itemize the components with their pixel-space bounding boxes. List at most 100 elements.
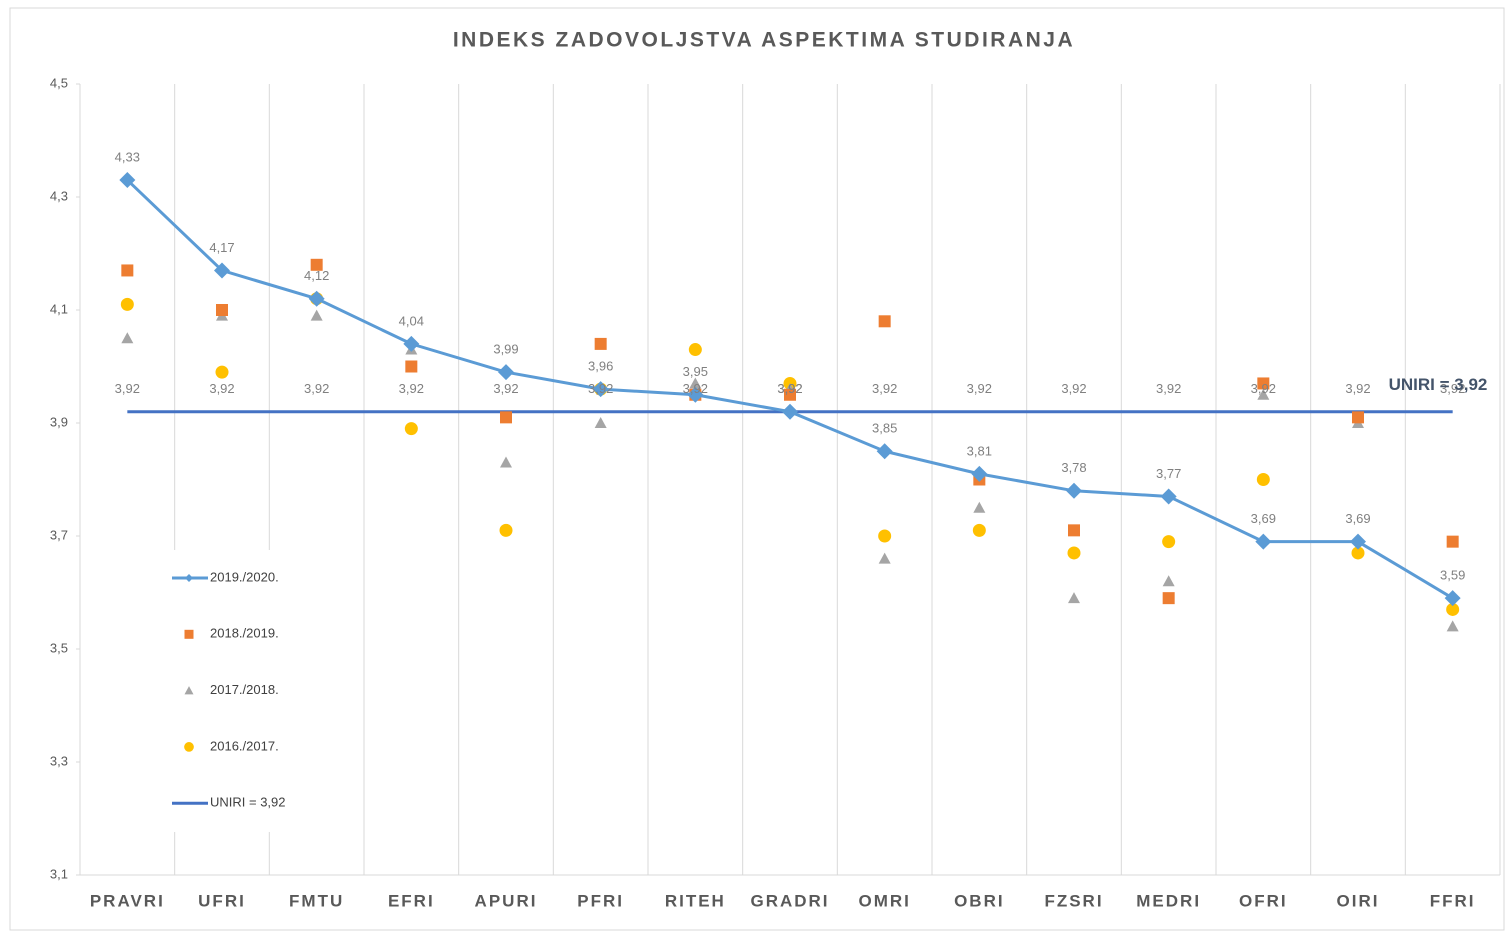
point bbox=[592, 381, 609, 398]
data-label: 3,92 bbox=[1061, 381, 1086, 396]
point bbox=[973, 501, 986, 513]
point bbox=[1350, 533, 1366, 550]
point bbox=[1352, 411, 1364, 424]
x-tick-label: UFRI bbox=[198, 891, 246, 910]
point bbox=[499, 523, 513, 537]
y-tick-label: 3,9 bbox=[50, 414, 68, 429]
point bbox=[500, 411, 512, 424]
x-tick-label: MEDRI bbox=[1136, 891, 1201, 910]
y-tick-label: 3,3 bbox=[50, 753, 68, 768]
point bbox=[784, 388, 796, 401]
y-tick-label: 4,5 bbox=[50, 75, 68, 90]
chart-border bbox=[9, 7, 1505, 931]
x-tick-label: RITEH bbox=[665, 891, 726, 910]
point bbox=[120, 297, 134, 311]
point bbox=[1257, 377, 1270, 390]
x-tick-label: PFRI bbox=[577, 891, 624, 910]
x-tick-label: FZSRI bbox=[1044, 891, 1103, 910]
point bbox=[1256, 473, 1270, 486]
point bbox=[310, 258, 323, 271]
data-label: 3,92 bbox=[872, 381, 897, 396]
x-tick-label: OIRI bbox=[1337, 891, 1380, 910]
point bbox=[121, 332, 134, 344]
data-label: 4,17 bbox=[209, 240, 234, 255]
point bbox=[1068, 524, 1080, 537]
point bbox=[500, 456, 512, 468]
data-label: 4,04 bbox=[399, 313, 424, 328]
point bbox=[878, 552, 891, 564]
point bbox=[308, 290, 325, 307]
point bbox=[1162, 575, 1175, 587]
point bbox=[689, 377, 702, 389]
point bbox=[1066, 482, 1082, 499]
data-label: 3,92 bbox=[683, 381, 708, 396]
x-tick-label: EFRI bbox=[388, 891, 435, 910]
data-label: 3,92 bbox=[588, 381, 613, 396]
legend-label: UNIRI = 3,92 bbox=[210, 795, 286, 810]
annotation: UNIRI = 3,92 bbox=[1389, 375, 1488, 394]
data-label: 3,92 bbox=[777, 381, 802, 396]
x-tick-label: OFRI bbox=[1239, 891, 1288, 910]
point bbox=[119, 172, 136, 189]
data-label: 3,92 bbox=[1345, 381, 1370, 396]
data-label: 3,81 bbox=[967, 443, 992, 458]
point bbox=[1068, 592, 1080, 604]
legend-marker bbox=[185, 574, 193, 582]
data-label: 4,33 bbox=[115, 149, 140, 164]
legend-label: 2019./2020. bbox=[210, 569, 279, 584]
x-tick-label: GRADRI bbox=[750, 891, 829, 910]
y-tick-label: 4,3 bbox=[50, 188, 68, 203]
point bbox=[972, 523, 986, 537]
legend-marker bbox=[184, 629, 194, 639]
point bbox=[1351, 546, 1365, 560]
point bbox=[878, 529, 892, 543]
y-tick-label: 3,5 bbox=[50, 640, 68, 655]
x-tick-label: APURI bbox=[475, 891, 538, 910]
point bbox=[405, 360, 418, 373]
point bbox=[1255, 533, 1272, 550]
x-tick-label: FMTU bbox=[289, 891, 344, 910]
point bbox=[216, 304, 228, 316]
point bbox=[1446, 602, 1460, 616]
point bbox=[1162, 535, 1176, 549]
point bbox=[876, 443, 893, 460]
point bbox=[971, 465, 988, 482]
data-label: 3,92 bbox=[967, 381, 992, 396]
data-label: 3,92 bbox=[115, 381, 140, 396]
data-label: 3,92 bbox=[399, 381, 424, 396]
data-label: 3,59 bbox=[1440, 568, 1465, 583]
point bbox=[1162, 592, 1175, 605]
point bbox=[594, 417, 607, 428]
legend-marker bbox=[184, 742, 194, 752]
point bbox=[310, 309, 323, 321]
point bbox=[594, 337, 607, 350]
legend-background bbox=[168, 550, 318, 832]
point bbox=[1067, 546, 1081, 560]
data-label: 3,69 bbox=[1251, 511, 1276, 526]
point bbox=[1446, 535, 1459, 548]
data-label: 3,92 bbox=[1440, 381, 1465, 396]
point bbox=[878, 315, 891, 328]
data-label: 3,96 bbox=[588, 359, 613, 374]
point bbox=[214, 262, 230, 279]
point bbox=[121, 264, 134, 277]
data-label: 3,95 bbox=[683, 364, 708, 379]
x-tick-label: FFRI bbox=[1430, 891, 1476, 910]
point bbox=[687, 386, 704, 403]
data-label: 3,92 bbox=[493, 381, 518, 396]
x-tick-label: OMRI bbox=[858, 891, 910, 910]
legend-marker bbox=[184, 686, 194, 695]
data-label: 3,92 bbox=[777, 381, 802, 396]
data-label: 3,99 bbox=[493, 342, 518, 357]
data-label: 3,77 bbox=[1156, 466, 1181, 481]
legend-label: 2018./2019. bbox=[210, 626, 279, 641]
point bbox=[1160, 488, 1177, 505]
point bbox=[1446, 620, 1459, 632]
point bbox=[1444, 590, 1461, 607]
y-tick-label: 4,1 bbox=[50, 301, 68, 316]
data-label: 3,85 bbox=[872, 421, 897, 436]
data-label: 3,78 bbox=[1061, 460, 1086, 475]
data-label: 3,92 bbox=[1156, 381, 1181, 396]
